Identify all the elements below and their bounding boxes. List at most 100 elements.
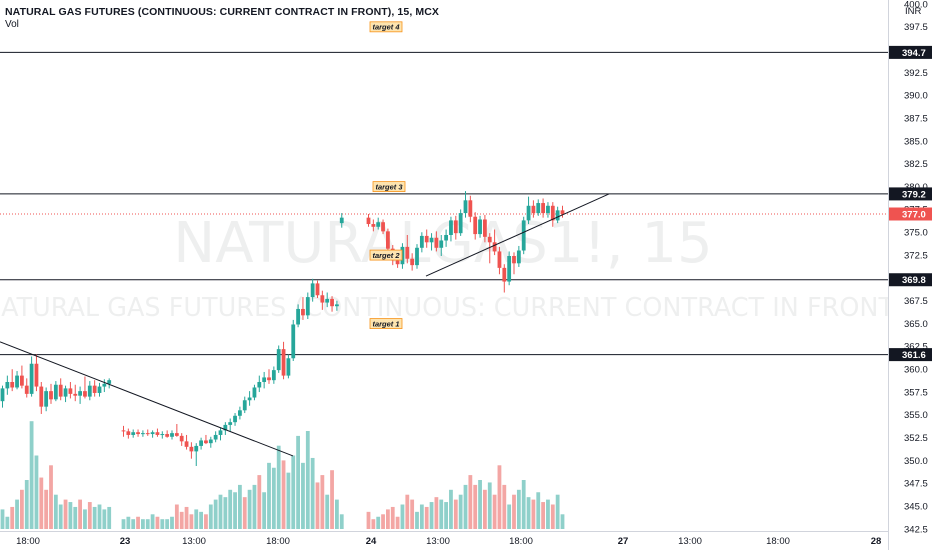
candle-body[interactable]: [5, 382, 10, 389]
candle-body[interactable]: [267, 377, 271, 381]
candle-body[interactable]: [257, 382, 262, 388]
candle-body[interactable]: [39, 386, 44, 407]
candle-body[interactable]: [381, 222, 385, 232]
candle-body[interactable]: [271, 370, 276, 381]
candle-body[interactable]: [330, 298, 334, 307]
candle-body[interactable]: [301, 308, 305, 316]
candle-body[interactable]: [286, 358, 291, 376]
candle-body[interactable]: [434, 237, 439, 248]
candle-body[interactable]: [213, 434, 218, 440]
candle-body[interactable]: [165, 434, 170, 437]
candle-body[interactable]: [424, 235, 429, 243]
candle-body[interactable]: [83, 391, 87, 397]
candle-body[interactable]: [126, 431, 131, 435]
time-axis[interactable]: [0, 531, 888, 550]
candle-body[interactable]: [478, 219, 482, 235]
candle-body[interactable]: [497, 251, 502, 268]
candle-body[interactable]: [136, 432, 140, 435]
candle-body[interactable]: [102, 383, 107, 387]
candle-body[interactable]: [502, 267, 507, 282]
candle-body[interactable]: [550, 205, 555, 221]
candle-body[interactable]: [296, 308, 300, 325]
candle-body[interactable]: [512, 256, 516, 264]
candle-body[interactable]: [92, 385, 97, 393]
candle-body[interactable]: [145, 433, 150, 435]
candle-body[interactable]: [10, 382, 15, 388]
candle-body[interactable]: [320, 295, 325, 303]
candle-body[interactable]: [247, 397, 252, 401]
candle-body[interactable]: [107, 380, 112, 384]
candle-body[interactable]: [20, 375, 24, 386]
candle-body[interactable]: [531, 205, 536, 214]
candle-body[interactable]: [228, 422, 233, 425]
candle-body[interactable]: [34, 363, 39, 387]
candle-body[interactable]: [315, 283, 320, 296]
candle-body[interactable]: [44, 391, 49, 407]
candle-body[interactable]: [194, 445, 199, 452]
candle-body[interactable]: [536, 203, 541, 214]
candle-body[interactable]: [238, 410, 242, 416]
candle-body[interactable]: [53, 384, 58, 400]
candle-body[interactable]: [179, 435, 184, 442]
candle-body[interactable]: [453, 220, 458, 234]
candle-body[interactable]: [376, 222, 381, 227]
candle-body[interactable]: [218, 430, 223, 435]
candle-body[interactable]: [242, 400, 247, 411]
candle-body[interactable]: [208, 439, 213, 444]
candle-body[interactable]: [310, 283, 315, 298]
candle-body[interactable]: [415, 247, 419, 266]
candle-body[interactable]: [97, 386, 102, 393]
candle-body[interactable]: [252, 387, 257, 398]
candle-body[interactable]: [483, 219, 487, 237]
candle-body[interactable]: [305, 297, 310, 316]
candle-body[interactable]: [73, 393, 78, 396]
candle-body[interactable]: [458, 213, 463, 234]
falling-trendline[interactable]: [0, 341, 294, 457]
candle-body[interactable]: [204, 440, 208, 444]
candle-body[interactable]: [507, 256, 512, 282]
candle-body[interactable]: [276, 349, 281, 371]
candle-body[interactable]: [174, 433, 179, 436]
candle-body[interactable]: [444, 235, 448, 241]
candle-body[interactable]: [223, 424, 228, 431]
candle-body[interactable]: [262, 377, 267, 382]
candle-body[interactable]: [473, 216, 478, 235]
candle-body[interactable]: [516, 250, 521, 264]
candle-body[interactable]: [371, 224, 376, 227]
candle-body[interactable]: [68, 388, 73, 394]
candle-body[interactable]: [339, 217, 344, 224]
candle-body[interactable]: [291, 324, 296, 359]
candle-body[interactable]: [526, 205, 531, 221]
candle-body[interactable]: [463, 200, 468, 214]
target-label-box[interactable]: [369, 21, 403, 33]
candle-body[interactable]: [555, 210, 560, 221]
candle-body[interactable]: [492, 242, 497, 252]
candle-body[interactable]: [15, 375, 19, 388]
candle-body[interactable]: [87, 385, 92, 397]
rising-trendline[interactable]: [425, 193, 610, 277]
candle-body[interactable]: [63, 388, 68, 397]
candle-body[interactable]: [439, 240, 444, 248]
candle-body[interactable]: [386, 231, 390, 249]
candle-body[interactable]: [199, 440, 203, 446]
candle-body[interactable]: [335, 304, 339, 307]
candle-body[interactable]: [184, 441, 189, 447]
candle-body[interactable]: [0, 388, 5, 402]
candle-body[interactable]: [429, 237, 434, 243]
candle-body[interactable]: [131, 432, 136, 435]
candle-body[interactable]: [160, 434, 165, 436]
candle-body[interactable]: [150, 432, 155, 435]
candle-body[interactable]: [395, 260, 400, 265]
candle-body[interactable]: [546, 205, 550, 214]
candle-body[interactable]: [189, 446, 194, 452]
candle-body[interactable]: [419, 235, 424, 248]
candle-body[interactable]: [281, 349, 286, 376]
candle-body[interactable]: [121, 430, 126, 432]
candle-body[interactable]: [560, 210, 565, 214]
candle-body[interactable]: [29, 363, 34, 394]
candle-body[interactable]: [487, 236, 492, 243]
candle-body[interactable]: [366, 217, 371, 225]
candle-body[interactable]: [49, 391, 53, 400]
